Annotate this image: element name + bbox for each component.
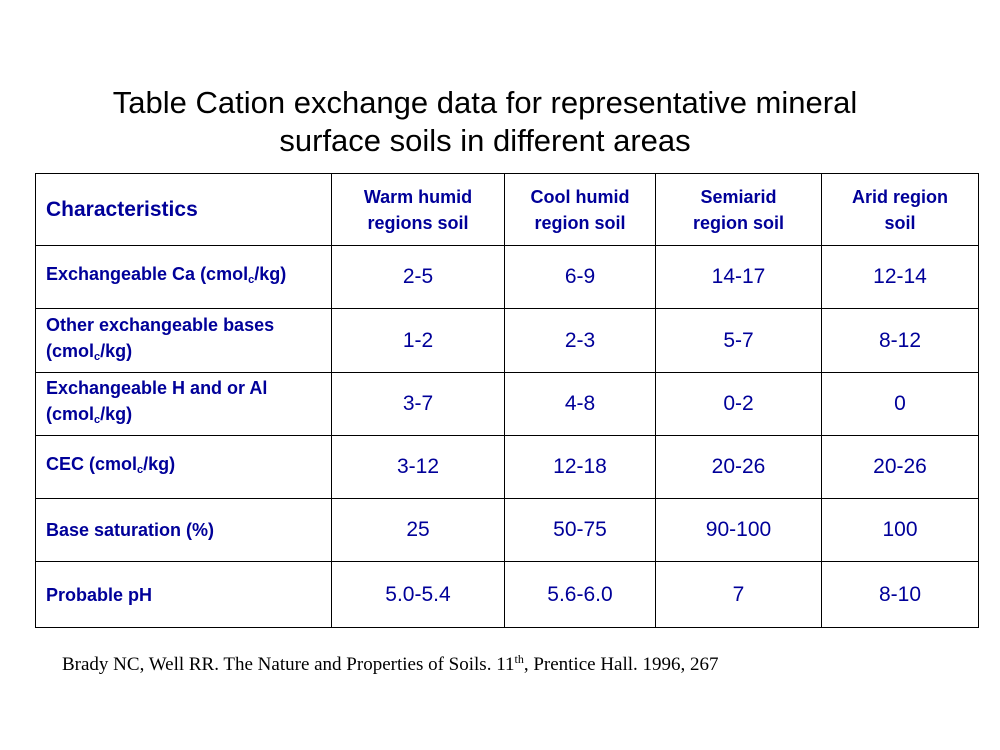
subscript: c: [94, 414, 101, 426]
cell-text: 1-2: [402, 328, 434, 352]
label-text: Exchangeable Ca (cmol: [46, 264, 249, 284]
table-row: Exchangeable Ca (cmolc/kg) 2-5 6-9 14-17 12-…: [35, 245, 979, 309]
cell: 20-26: [821, 435, 979, 499]
cell: 14-17: [655, 245, 822, 309]
cell: 5.0-5.4: [331, 561, 505, 628]
header-text: Characteristics: [46, 197, 198, 221]
reference-text: Brady NC, Well RR. The Nature and Proper…: [62, 654, 515, 675]
cell-text: 100: [882, 518, 918, 541]
cell-text: 0: [894, 392, 906, 415]
cell-text: 0-2: [723, 392, 754, 415]
table-row: Other exchangeable bases (cmolc/kg) 1-2 2-…: [35, 308, 979, 373]
cell-text: 8-12: [878, 328, 922, 352]
cell: 3-7: [331, 372, 505, 436]
row-label: Exchangeable Ca (cmolc/kg): [35, 245, 332, 309]
header-line: soil: [884, 212, 916, 233]
header-line: region soil: [692, 212, 784, 233]
cell-text: 12-18: [553, 455, 607, 478]
subscript: c: [137, 464, 144, 476]
header-line: region soil: [534, 212, 626, 233]
label-text: /kg): [100, 404, 133, 424]
header-line: Cool humid: [530, 186, 630, 207]
cell: 8-10: [821, 561, 979, 628]
reference: Brady NC, Well RR. The Nature and Proper…: [62, 652, 719, 676]
cell-text: 7: [732, 582, 745, 606]
table-row: Probable pH 5.0-5.4 5.6-6.0 7 8-10: [35, 561, 979, 628]
cell: 2-3: [504, 308, 656, 373]
cell-text: 5.0-5.4: [385, 582, 451, 606]
cell-text: 5.6-6.0: [547, 582, 613, 606]
table-row: Exchangeable H and or Al (cmolc/kg) 3-7 4-…: [35, 372, 979, 436]
header-line: regions soil: [367, 212, 469, 233]
cell: 7: [655, 561, 822, 628]
cell-text: 5-7: [723, 328, 754, 352]
header-cell: Cool humid region soil: [504, 173, 656, 246]
header-row: Characteristics Warm humid regions soil Coo…: [35, 173, 979, 246]
table-row: Base saturation (%) 25 50-75 90-100 100: [35, 498, 979, 562]
cell: 25: [331, 498, 505, 562]
cell: 5.6-6.0: [504, 561, 656, 628]
cell: 1-2: [331, 308, 505, 373]
header-line: Arid region: [851, 186, 948, 207]
header-cell: Arid region soil: [821, 173, 979, 246]
row-label: Other exchangeable bases (cmolc/kg): [35, 308, 332, 373]
label-text: /kg): [143, 454, 176, 474]
cell-text: 50-75: [553, 518, 607, 541]
cell-text: 3-7: [402, 392, 434, 415]
cell: 3-12: [331, 435, 505, 499]
cell-text: 8-10: [878, 582, 922, 606]
header-cell: Warm humid regions soil: [331, 173, 505, 246]
cell-text: 4-8: [564, 392, 596, 415]
cell: 8-12: [821, 308, 979, 373]
cell: 5-7: [655, 308, 822, 373]
title-line: Table Cation exchange data for represent…: [112, 85, 858, 120]
reference-superscript: th: [514, 652, 524, 666]
cell-text: 3-12: [396, 455, 440, 478]
data-table: Characteristics Warm humid regions soil Coo…: [35, 173, 979, 628]
label-text: Base saturation (%): [46, 520, 215, 540]
cell: 0-2: [655, 372, 822, 436]
subscript: c: [94, 350, 101, 363]
header-line: Semiarid: [700, 186, 777, 207]
row-label: CEC (cmolc/kg): [35, 435, 332, 499]
cell: 6-9: [504, 245, 656, 309]
label-text: CEC (cmol: [46, 454, 138, 474]
cell-text: 20-26: [711, 455, 766, 478]
cell-text: 2-5: [402, 265, 434, 288]
cell: 12-18: [504, 435, 656, 499]
cell: 2-5: [331, 245, 505, 309]
cell-text: 90-100: [705, 518, 772, 541]
cell: 4-8: [504, 372, 656, 436]
title: Table Cation exchange data for represent…: [0, 84, 970, 160]
row-label: Base saturation (%): [35, 498, 332, 562]
cell-text: 14-17: [711, 265, 766, 288]
cell: 90-100: [655, 498, 822, 562]
cell-text: 25: [406, 518, 430, 541]
cell: 100: [821, 498, 979, 562]
header-cell: Characteristics: [35, 173, 332, 246]
row-label: Probable pH: [35, 561, 332, 628]
cell: 50-75: [504, 498, 656, 562]
cell-text: 2-3: [564, 328, 596, 352]
cell-text: 12-14: [873, 265, 927, 288]
header-line: Warm humid: [363, 186, 473, 207]
cell-text: 20-26: [873, 455, 927, 478]
subscript: c: [248, 274, 255, 286]
header-cell: Semiarid region soil: [655, 173, 822, 246]
cell-text: 6-9: [564, 265, 596, 288]
cell: 0: [821, 372, 979, 436]
cell: 20-26: [655, 435, 822, 499]
label-text: Exchangeable H and or Al (cmol: [46, 378, 268, 424]
label-text: /kg): [254, 264, 287, 284]
reference-text: , Prentice Hall. 1996, 267: [523, 654, 719, 675]
label-text: Probable pH: [46, 584, 153, 605]
table-row: CEC (cmolc/kg) 3-12 12-18 20-26 20-26: [35, 435, 979, 499]
cell: 12-14: [821, 245, 979, 309]
label-text: Other exchangeable bases (cmol: [46, 314, 275, 361]
row-label: Exchangeable H and or Al (cmolc/kg): [35, 372, 332, 436]
label-text: /kg): [100, 340, 133, 361]
title-line: surface soils in different areas: [279, 123, 691, 158]
